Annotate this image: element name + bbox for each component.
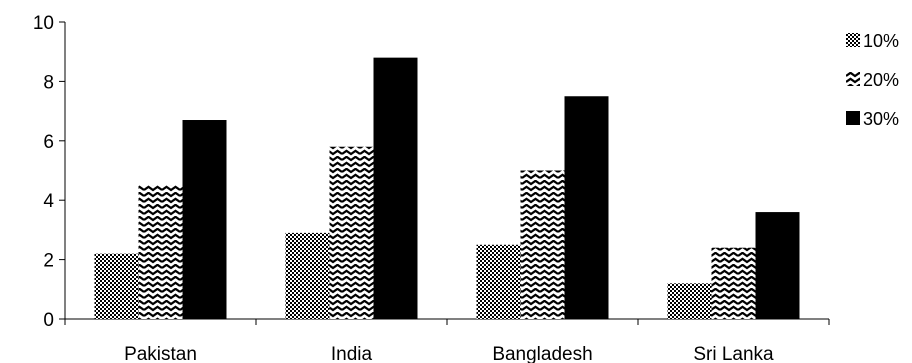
y-tick-label: 0 [43,310,54,331]
legend-swatch [846,33,860,47]
bar-india-30pct [373,57,418,319]
bar-series-group [94,57,800,319]
y-tick-label: 2 [43,251,54,272]
legend: 10% 20% 30% [846,31,899,129]
bar-pakistan-30pct [182,120,227,319]
bar-pakistan-10pct [94,253,139,319]
bar-sri-lanka-20pct [711,247,756,319]
bar-sri-lanka-30pct [755,212,800,319]
category-label: Sri Lanka [693,344,774,363]
bar-bangladesh-10pct [476,244,521,319]
category-label: India [331,344,373,363]
y-tick-label: 6 [43,132,54,153]
bar-india-10pct [285,232,330,319]
legend-label: 10% [863,31,899,51]
bar-india-20pct [329,146,374,319]
category-label: Pakistan [124,344,197,363]
legend-swatch [846,111,860,125]
legend-swatch [846,72,860,86]
bar-pakistan-20pct [138,185,183,319]
bar-bangladesh-20pct [520,170,565,319]
y-tick-label: 4 [43,191,54,212]
y-tick-label: 10 [33,13,54,34]
category-labels: Pakistan India Bangladesh Sri Lanka [124,344,774,363]
x-axis [64,318,830,325]
y-tick-label: 8 [43,72,54,93]
legend-label: 20% [863,70,899,90]
legend-label: 30% [863,109,899,129]
bar-sri-lanka-10pct [667,283,712,319]
bar-bangladesh-30pct [564,96,609,319]
y-axis: 0 2 4 6 8 10 [33,13,66,331]
category-label: Bangladesh [492,344,592,363]
